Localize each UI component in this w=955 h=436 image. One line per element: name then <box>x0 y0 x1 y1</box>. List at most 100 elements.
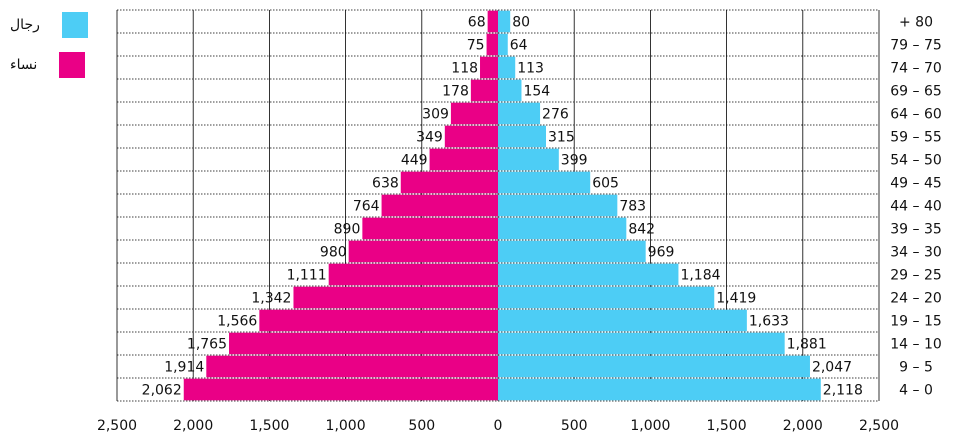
data-label-men: 80 <box>512 15 530 31</box>
age-group-label: 49 – 45 <box>890 176 942 192</box>
bar-women <box>450 102 498 125</box>
age-group-label: 19 – 15 <box>890 314 942 330</box>
data-label-men: 113 <box>517 61 544 77</box>
age-group-label: 74 – 70 <box>890 61 942 77</box>
bar-men <box>498 217 627 240</box>
data-label-women: 349 <box>416 130 443 146</box>
bar-women <box>183 378 498 401</box>
age-group-label: 39 – 35 <box>890 222 942 238</box>
bar-men <box>498 125 547 148</box>
bar-women <box>328 263 498 286</box>
x-tick-label: 0 <box>494 418 503 434</box>
bar-women <box>206 355 498 378</box>
data-label-women: 449 <box>401 153 428 169</box>
data-label-men: 315 <box>548 130 575 146</box>
bar-women <box>259 309 498 332</box>
x-tick-label: 2,500 <box>97 418 137 434</box>
bar-men <box>498 286 715 309</box>
bar-men <box>498 10 511 33</box>
bar-men <box>498 171 591 194</box>
age-group-label: + 80 <box>899 15 933 31</box>
data-label-men: 605 <box>592 176 619 192</box>
bar-women <box>470 79 498 102</box>
bar-women <box>229 332 498 355</box>
bar-women <box>362 217 498 240</box>
age-group-label: 14 – 10 <box>890 337 942 353</box>
age-group-label: 59 – 55 <box>890 130 942 146</box>
bar-men <box>498 194 618 217</box>
data-label-women: 1,342 <box>251 291 291 307</box>
data-label-men: 399 <box>561 153 588 169</box>
data-label-men: 1,419 <box>716 291 756 307</box>
data-label-men: 2,047 <box>812 360 852 376</box>
data-label-men: 2,118 <box>823 383 863 399</box>
data-label-women: 178 <box>442 84 469 100</box>
x-tick-label: 1,000 <box>630 418 670 434</box>
bar-women <box>444 125 498 148</box>
legend-item-women: نساء <box>10 52 86 78</box>
bar-men <box>498 378 821 401</box>
legend-item-men: رجال <box>10 12 88 38</box>
bar-women <box>400 171 498 194</box>
data-label-women: 1,566 <box>217 314 257 330</box>
age-group-label: 44 – 40 <box>890 199 942 215</box>
legend-label-men: رجال <box>10 17 40 33</box>
bar-men <box>498 263 679 286</box>
age-group-label: 54 – 50 <box>890 153 942 169</box>
x-tick-label: 1,000 <box>326 418 366 434</box>
age-group-label: 29 – 25 <box>890 268 942 284</box>
bar-men <box>498 56 516 79</box>
age-group-label: 64 – 60 <box>890 107 942 123</box>
data-label-women: 2,062 <box>142 383 182 399</box>
bar-women <box>348 240 498 263</box>
x-tick-label: 500 <box>561 418 588 434</box>
x-tick-label: 1,500 <box>249 418 289 434</box>
data-label-women: 75 <box>467 38 485 54</box>
x-tick-label: 2,000 <box>783 418 823 434</box>
data-label-men: 1,633 <box>749 314 789 330</box>
data-label-women: 890 <box>334 222 361 238</box>
x-tick-label: 2,500 <box>859 418 899 434</box>
data-label-men: 64 <box>510 38 528 54</box>
legend-label-women: نساء <box>10 57 38 73</box>
bar-women <box>487 10 498 33</box>
data-label-women: 309 <box>422 107 449 123</box>
bar-women <box>480 56 498 79</box>
bar-women <box>486 33 498 56</box>
data-label-men: 1,184 <box>680 268 720 284</box>
data-label-men: 842 <box>628 222 655 238</box>
bar-men <box>498 309 747 332</box>
age-group-label: 24 – 20 <box>890 291 942 307</box>
age-group-label: 9 – 5 <box>899 360 933 376</box>
data-label-men: 1,881 <box>787 337 827 353</box>
data-label-women: 1,765 <box>187 337 227 353</box>
bar-women <box>429 148 498 171</box>
data-label-women: 118 <box>451 61 478 77</box>
data-label-men: 969 <box>648 245 675 261</box>
bar-men <box>498 79 522 102</box>
x-tick-label: 2,000 <box>173 418 213 434</box>
bar-men <box>498 102 541 125</box>
bar-men <box>498 33 508 56</box>
bar-men <box>498 355 810 378</box>
data-label-women: 1,111 <box>287 268 327 284</box>
data-label-men: 154 <box>523 84 550 100</box>
bar-women <box>381 194 498 217</box>
age-group-label: 4 – 0 <box>899 383 933 399</box>
data-label-men: 783 <box>619 199 646 215</box>
data-label-women: 764 <box>353 199 380 215</box>
data-label-women: 1,914 <box>164 360 204 376</box>
bar-men <box>498 148 559 171</box>
data-label-men: 276 <box>542 107 569 123</box>
bar-men <box>498 240 646 263</box>
bar-women <box>293 286 498 309</box>
legend-swatch-men <box>61 12 88 38</box>
x-tick-label: 1,500 <box>707 418 747 434</box>
age-group-label: 34 – 30 <box>890 245 942 261</box>
bar-men <box>498 332 785 355</box>
age-group-label: 69 – 65 <box>890 84 942 100</box>
data-label-women: 638 <box>372 176 399 192</box>
age-group-label: 79 – 75 <box>890 38 942 54</box>
data-label-women: 68 <box>468 15 486 31</box>
